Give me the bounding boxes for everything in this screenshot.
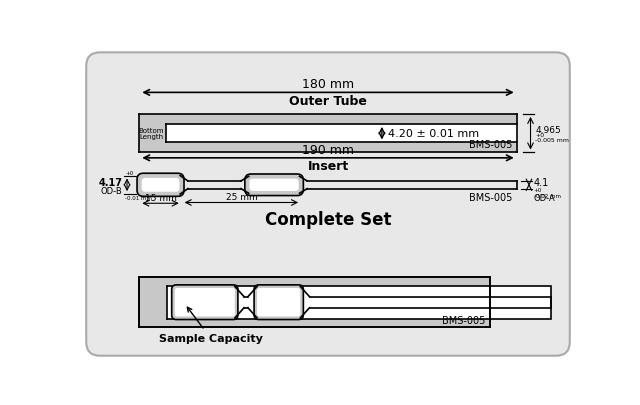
Text: +0
-0.02 mm: +0 -0.02 mm	[534, 188, 561, 198]
Text: BMS-005: BMS-005	[469, 193, 513, 203]
Text: OD-A: OD-A	[534, 194, 556, 203]
FancyBboxPatch shape	[141, 179, 179, 192]
Text: +0
-0.005 mm: +0 -0.005 mm	[535, 132, 569, 143]
Bar	[140, 277, 490, 327]
Text: Bottom: Bottom	[138, 128, 164, 134]
Text: Sample Capacity: Sample Capacity	[159, 307, 262, 343]
Text: +0: +0	[125, 171, 134, 175]
Text: 190 mm: 190 mm	[302, 143, 354, 156]
Text: 25 mm: 25 mm	[225, 192, 257, 201]
Text: 4.20 ± 0.01 mm: 4.20 ± 0.01 mm	[388, 129, 479, 139]
Text: 15 mm: 15 mm	[145, 193, 177, 202]
FancyBboxPatch shape	[175, 288, 235, 317]
Text: Outer Tube: Outer Tube	[289, 95, 367, 108]
Text: Insert: Insert	[307, 160, 349, 173]
Text: 4.17: 4.17	[99, 177, 122, 187]
FancyBboxPatch shape	[254, 285, 303, 320]
Bar	[490, 286, 551, 319]
Text: Length: Length	[140, 134, 164, 140]
Text: 4.1: 4.1	[534, 178, 549, 188]
Bar	[166, 125, 518, 143]
Bar	[167, 286, 492, 319]
Text: Complete Set: Complete Set	[265, 211, 391, 229]
FancyBboxPatch shape	[250, 179, 299, 192]
Text: BMS-005: BMS-005	[442, 315, 486, 325]
FancyBboxPatch shape	[137, 174, 184, 197]
Text: 180 mm: 180 mm	[302, 78, 354, 91]
FancyBboxPatch shape	[172, 285, 238, 320]
Text: BMS-005: BMS-005	[469, 140, 513, 150]
Text: 4.965: 4.965	[535, 126, 561, 134]
Text: -0.01 mm: -0.01 mm	[125, 195, 152, 200]
Text: OD-B: OD-B	[100, 187, 122, 196]
Bar	[140, 115, 516, 153]
FancyBboxPatch shape	[245, 175, 303, 196]
FancyBboxPatch shape	[257, 288, 300, 317]
FancyBboxPatch shape	[86, 53, 570, 356]
